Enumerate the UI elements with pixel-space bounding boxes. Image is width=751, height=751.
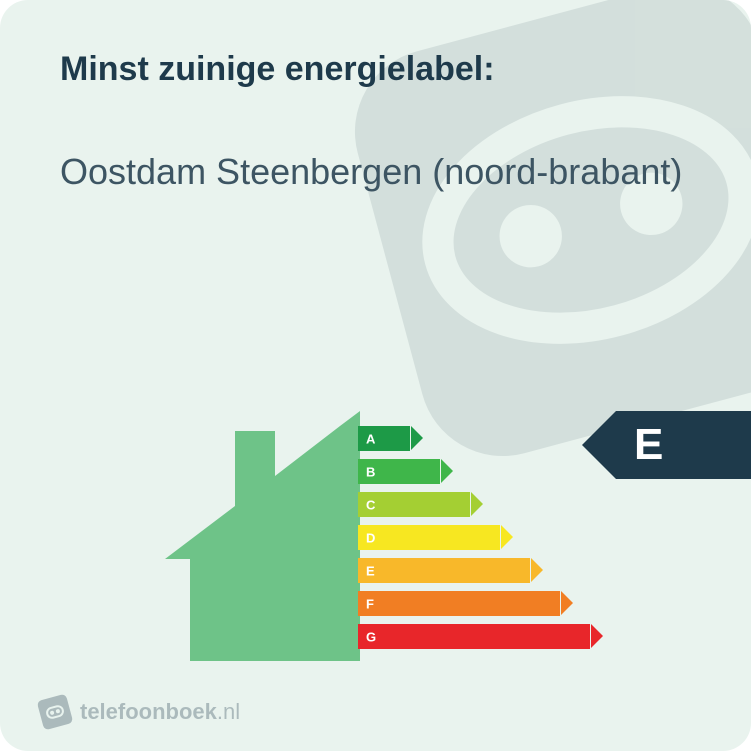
footer-brand-tld: .nl: [217, 699, 240, 724]
energy-bar-label: A: [366, 431, 375, 446]
telefoonboek-icon: [37, 694, 74, 731]
card-heading: Minst zuinige energielabel:: [60, 50, 691, 89]
energy-bar-label: D: [366, 530, 375, 545]
energy-bar-f: F: [358, 591, 590, 616]
energy-bar-body: E: [358, 558, 530, 583]
selected-energy-label: E: [582, 411, 751, 479]
energy-bar-arrow: [441, 459, 453, 483]
house-icon: [130, 411, 360, 661]
energy-bar-body: D: [358, 525, 500, 550]
energy-label-card: Minst zuinige energielabel: Oostdam Stee…: [0, 0, 751, 751]
energy-bar-label: G: [366, 629, 376, 644]
location-name: Oostdam Steenbergen (noord-brabant): [60, 149, 691, 196]
footer-brand-text: telefoonboek.nl: [80, 699, 240, 725]
energy-bar-e: E: [358, 558, 590, 583]
energy-bar-arrow: [501, 525, 513, 549]
energy-bar-d: D: [358, 525, 590, 550]
energy-label-chart: A B C D E F G E: [0, 381, 751, 661]
energy-bar-g: G: [358, 624, 590, 649]
selected-label-badge: E: [616, 411, 751, 479]
energy-bar-label: E: [366, 563, 375, 578]
energy-bar-body: C: [358, 492, 470, 517]
energy-bar-c: C: [358, 492, 590, 517]
energy-bar-label: F: [366, 596, 374, 611]
selected-label-arrow: [582, 411, 616, 479]
energy-bar-arrow: [561, 591, 573, 615]
energy-bar-label: C: [366, 497, 375, 512]
selected-label-text: E: [634, 420, 663, 470]
energy-bar-body: A: [358, 426, 410, 451]
footer-brand: telefoonboek.nl: [40, 697, 240, 727]
energy-bar-arrow: [411, 426, 423, 450]
energy-bar-body: F: [358, 591, 560, 616]
energy-bars-stack: A B C D E F G: [358, 426, 590, 649]
energy-bar-arrow: [531, 558, 543, 582]
energy-bar-body: B: [358, 459, 440, 484]
energy-bar-a: A: [358, 426, 590, 451]
energy-bar-arrow: [471, 492, 483, 516]
energy-bar-body: G: [358, 624, 590, 649]
energy-bar-label: B: [366, 464, 375, 479]
energy-bar-b: B: [358, 459, 590, 484]
footer-brand-name: telefoonboek: [80, 699, 217, 724]
energy-bar-arrow: [591, 624, 603, 648]
